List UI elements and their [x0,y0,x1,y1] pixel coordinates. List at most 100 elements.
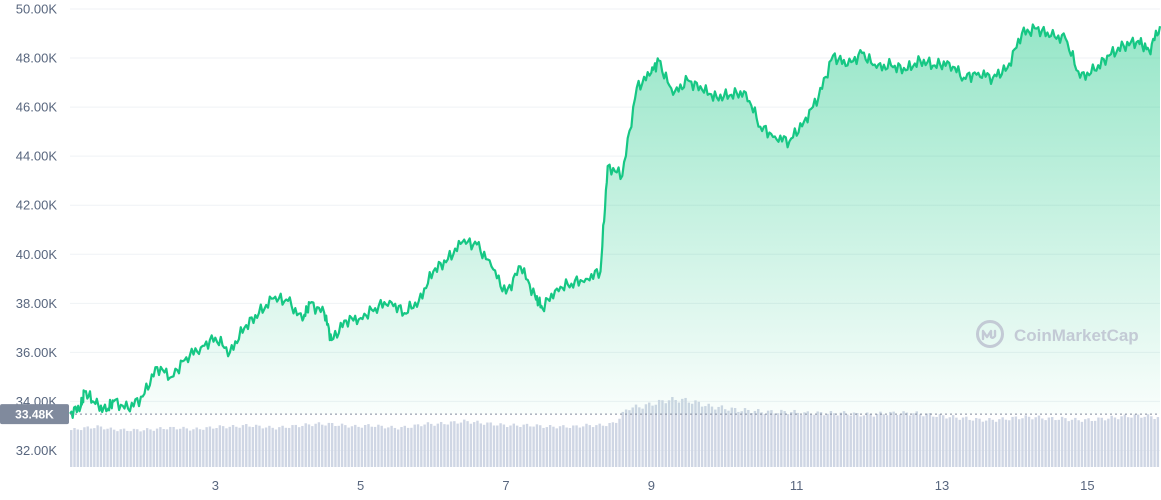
volume-bar [126,430,129,467]
volume-bar [304,423,307,467]
volume-bar [393,427,397,467]
volume-bar [268,425,271,467]
volume-bar [849,415,852,467]
volume-bar [1143,416,1146,467]
volume-bar [116,431,119,467]
volume-bar [757,409,760,467]
volume-bar [357,426,360,467]
volume-bar [390,425,393,467]
volume-bar [129,431,132,467]
volume-bar [1136,414,1140,467]
volume-bar [562,425,565,467]
volume-bar [241,425,245,467]
volume-bar [525,423,529,467]
volume-bar [938,414,942,467]
volume-bar [314,423,317,467]
volume-bar [555,428,558,467]
volume-bar [188,430,192,467]
volume-bar [139,431,142,467]
volume-bar [766,410,770,467]
volume-bar [179,428,182,467]
volume-bar [182,426,185,467]
volume-bar [654,404,658,467]
volume-bar [373,426,377,467]
volume-bar [165,429,169,467]
volume-bar [278,427,281,467]
volume-bar [664,403,667,467]
volume-bar [251,427,255,467]
volume-bar [479,423,482,467]
watermark-text: CoinMarketCap [1014,326,1139,345]
volume-bar [532,426,535,467]
volume-bar [905,412,909,467]
volume-bar [281,425,284,467]
volume-bar [172,426,175,467]
volume-bar [535,424,539,467]
volume-bar [601,425,605,467]
volume-bar [657,399,661,467]
volume-bar [605,426,608,467]
volume-bar [1146,414,1150,467]
volume-bar [704,406,707,467]
volume-bar [70,430,73,467]
volume-bar [572,425,575,467]
volume-bar [885,415,889,467]
volume-bar [1130,417,1133,467]
volume-bar [988,418,991,467]
volume-bar [955,417,958,467]
x-tick-label: 7 [502,478,509,493]
volume-bar [677,402,681,467]
volume-bar [981,421,985,467]
x-tick-label: 5 [357,478,364,493]
volume-bar [476,420,479,467]
volume-bar [522,424,525,467]
volume-bar [192,429,195,467]
volume-bar [472,422,476,467]
volume-bar [1080,421,1084,467]
volume-bar [225,428,228,467]
volume-bar [79,430,83,467]
y-tick-label: 42.00K [16,198,58,213]
volume-bar [1110,415,1113,467]
volume-bar [162,429,165,467]
volume-bar [882,414,885,467]
y-tick-label: 36.00K [16,345,58,360]
volume-bar [383,428,387,467]
volume-bar [796,412,800,467]
volume-bar [288,427,291,467]
volume-bar [951,415,955,467]
volume-bar [671,397,674,467]
y-tick-label: 38.00K [16,296,58,311]
volume-bar [76,429,80,467]
volume-bar [971,420,975,467]
volume-bar [433,425,436,467]
volume-bar [231,425,235,467]
volume-bar [641,408,644,467]
volume-bar [819,412,823,467]
volume-bar [245,424,248,467]
volume-bar [430,423,433,467]
volume-bar [198,429,202,467]
volume-bar [621,411,625,467]
volume-bar [925,413,928,467]
volume-bar [1027,416,1031,467]
volume-bar [833,413,836,467]
volume-bar [96,425,99,467]
volume-bar [651,405,654,467]
volume-bar [968,419,971,467]
volume-bar [1140,417,1143,467]
volume-bar [410,427,413,467]
volume-bar [899,414,902,467]
volume-bar [737,411,740,467]
volume-bar [790,412,793,467]
x-tick-label: 15 [1080,478,1094,493]
watermark: CoinMarketCap [976,320,1139,348]
volume-bar [552,426,555,467]
volume-bar [367,424,370,467]
volume-bar [545,427,549,467]
volume-bar [327,422,331,467]
volume-bar [185,428,189,467]
volume-bar [1156,417,1160,467]
volume-bar [548,425,552,467]
volume-bar [908,415,912,467]
